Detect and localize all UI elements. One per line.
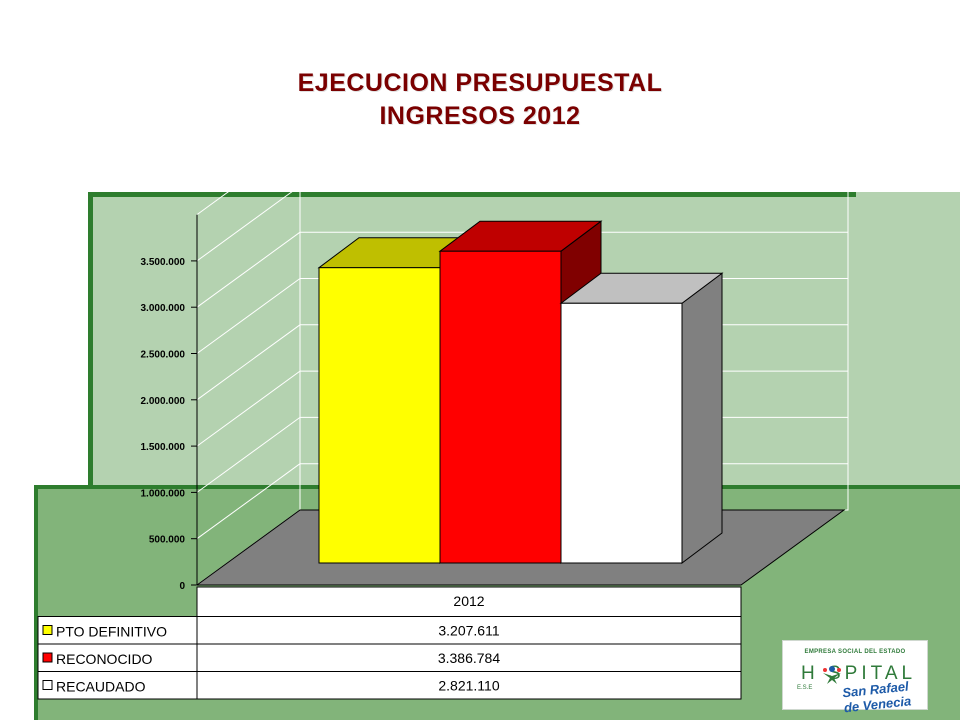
background-line-top-vertical bbox=[88, 192, 93, 487]
data-table-legend-column bbox=[37, 616, 198, 700]
gridline-diagonal bbox=[196, 278, 301, 354]
legend-label: PTO DEFINITIVO bbox=[56, 624, 167, 640]
gridline-diagonal bbox=[196, 185, 301, 262]
background-line-bottom-vertical bbox=[34, 485, 38, 720]
y-tick-label: 0 bbox=[179, 581, 185, 592]
bar bbox=[560, 302, 683, 564]
gridline-diagonal bbox=[196, 416, 301, 493]
gridline-diagonal bbox=[196, 370, 301, 447]
background-line-top bbox=[88, 192, 856, 197]
bar bbox=[318, 267, 441, 564]
gridline-diagonal bbox=[196, 231, 301, 308]
data-value-label: 3.386.784 bbox=[438, 650, 500, 666]
legend-swatch bbox=[42, 625, 53, 635]
y-tick-label: 2.500.000 bbox=[141, 350, 186, 361]
data-value-label: 2.821.110 bbox=[438, 678, 499, 694]
legend-label: RECAUDADO bbox=[56, 679, 146, 695]
y-tick-label: 3.000.000 bbox=[141, 303, 186, 314]
y-tick-label: 3.500.000 bbox=[141, 257, 186, 268]
bar-side bbox=[681, 272, 723, 564]
legend-swatch bbox=[42, 680, 53, 690]
logo-people-icon bbox=[823, 666, 841, 684]
logo-hospital-word: H SPITAL bbox=[801, 663, 917, 684]
data-value-label: 3.207.611 bbox=[438, 623, 499, 639]
y-tick-label: 500.000 bbox=[149, 535, 186, 546]
legend-label: RECONOCIDO bbox=[56, 651, 153, 667]
chart-subtitle: INGRESOS 2012 bbox=[379, 102, 581, 130]
y-tick-label: 1.500.000 bbox=[141, 442, 186, 453]
logo-ese-text: E.S.E bbox=[797, 685, 813, 691]
y-tick-label: 1.000.000 bbox=[141, 488, 186, 499]
gridline-diagonal bbox=[196, 463, 301, 540]
legend-swatch bbox=[42, 652, 53, 663]
logo-top-text: EMPRESA SOCIAL DEL ESTADO bbox=[804, 649, 906, 655]
y-tick-label: 2.000.000 bbox=[141, 396, 186, 407]
x-category-label: 2012 bbox=[453, 593, 484, 609]
bar bbox=[439, 250, 562, 564]
gridline-diagonal bbox=[196, 324, 301, 401]
chart-title: EJECUCION PRESUPUESTAL bbox=[297, 69, 663, 97]
hospital-logo: EMPRESA SOCIAL DEL ESTADO H SPITAL E.S.E… bbox=[782, 640, 928, 715]
data-table-body bbox=[196, 586, 742, 700]
